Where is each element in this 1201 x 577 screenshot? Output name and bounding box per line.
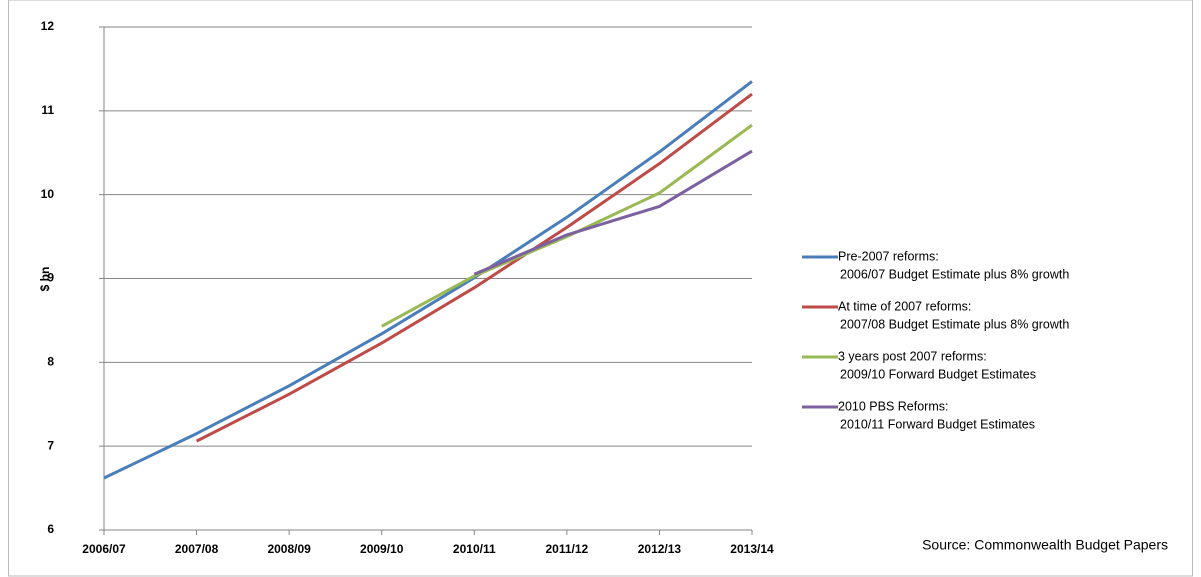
x-tick-label: 2012/13 [638, 542, 682, 556]
legend-label: 3 years post 2007 reforms: [838, 349, 987, 363]
x-tick-label: 2010/11 [453, 542, 496, 556]
y-tick-label: 9 [47, 271, 54, 285]
y-tick-label: 6 [47, 522, 54, 536]
series-line [473, 149, 753, 276]
legend-label: 2010 PBS Reforms: [838, 399, 948, 413]
legend-label: 2009/10 Forward Budget Estimates [840, 367, 1036, 381]
y-tick-label: 10 [41, 187, 55, 201]
source-note: Source: Commonwealth Budget Papers [922, 537, 1168, 553]
legend-label: At time of 2007 reforms: [838, 299, 971, 313]
y-axis-label: $ bn [38, 267, 52, 292]
legend-label: 2007/08 Budget Estimate plus 8% growth [840, 317, 1069, 331]
legend-label: 2010/11 Forward Budget Estimates [840, 417, 1035, 431]
legend-label: 2006/07 Budget Estimate plus 8% growth [840, 267, 1069, 281]
y-tick-label: 12 [41, 19, 55, 33]
y-tick-label: 11 [41, 103, 54, 117]
x-tick-label: 2007/08 [175, 542, 219, 556]
x-tick-label: 2011/12 [545, 542, 588, 556]
x-tick-label: 2008/09 [267, 542, 311, 556]
y-tick-label: 8 [47, 355, 54, 369]
series-line [380, 123, 753, 328]
series-line [195, 92, 753, 443]
x-tick-label: 2009/10 [360, 542, 404, 556]
legend-label: Pre-2007 reforms: [838, 249, 939, 263]
y-tick-label: 7 [47, 438, 54, 452]
x-tick-label: 2006/07 [82, 542, 126, 556]
x-tick-label: 2013/14 [730, 542, 774, 556]
chart-frame [8, 0, 1193, 577]
series-line [103, 80, 753, 480]
